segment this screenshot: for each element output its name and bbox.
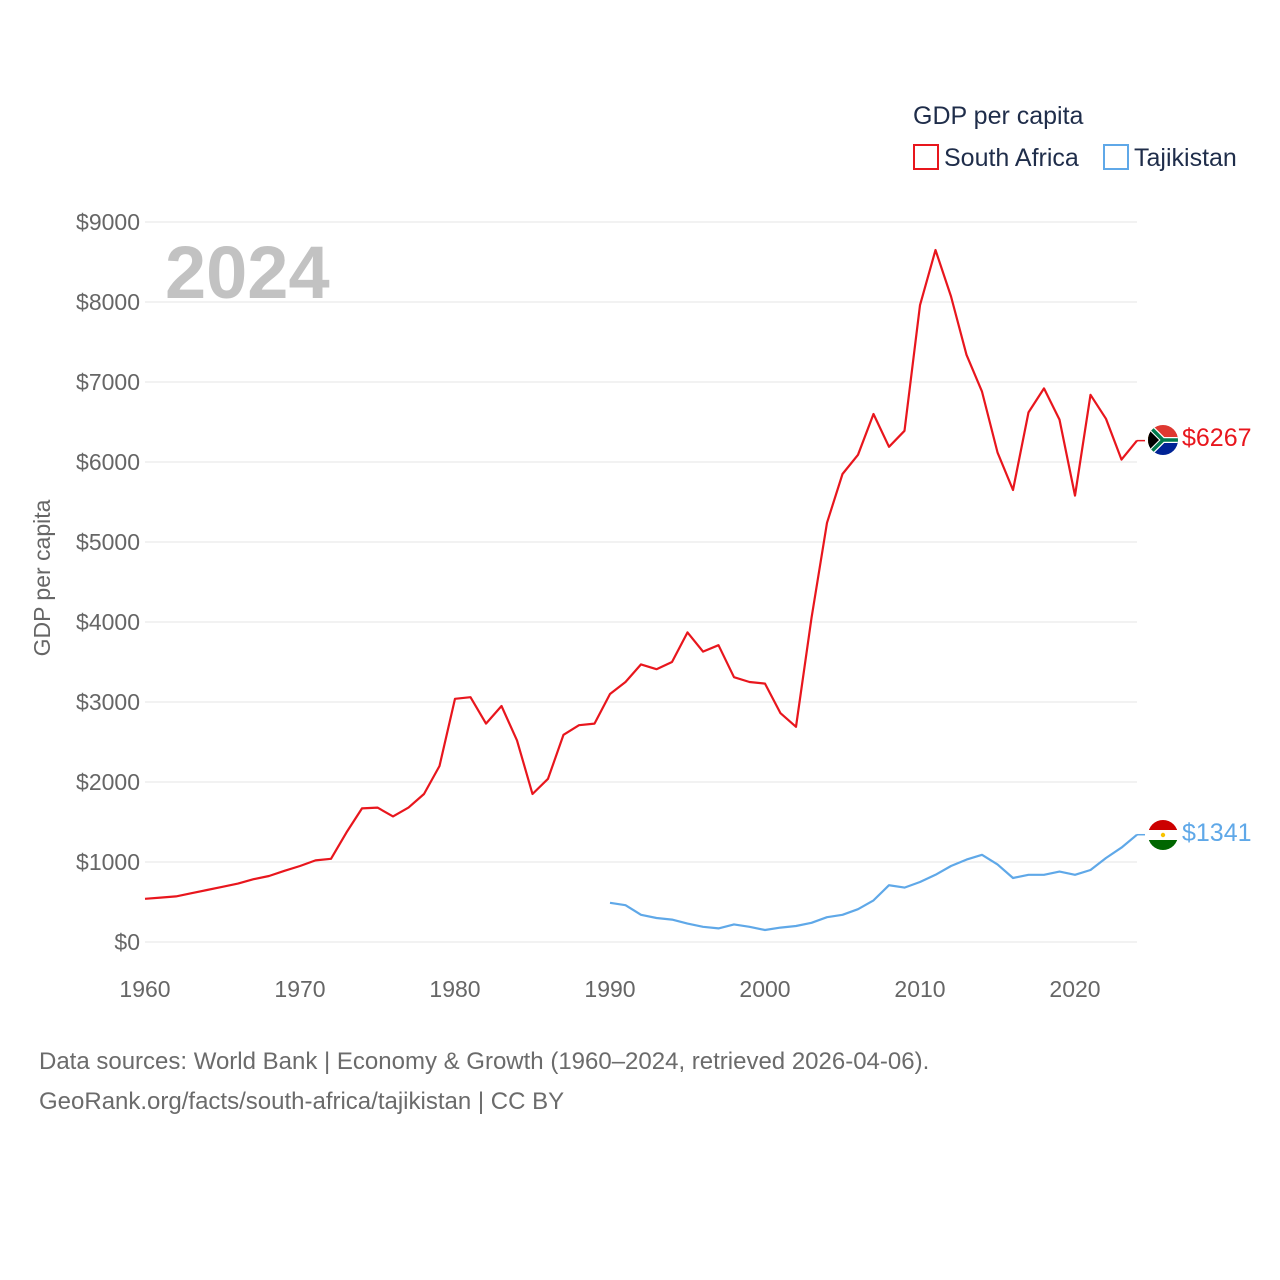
y-tick-label: $0 bbox=[114, 929, 140, 955]
legend-item-tajikistan[interactable]: Tajikistan bbox=[1103, 144, 1237, 172]
legend-title: GDP per capita bbox=[913, 102, 1084, 130]
y-tick-label: $5000 bbox=[76, 529, 140, 555]
x-tick-label: 1970 bbox=[274, 976, 325, 1002]
y-tick-label: $1000 bbox=[76, 849, 140, 875]
y-tick-label: $7000 bbox=[76, 369, 140, 395]
tajikistan-flag-icon bbox=[1148, 820, 1178, 850]
end-value-tajikistan: $1341 bbox=[1182, 819, 1252, 847]
attribution-text: GeoRank.org/facts/south-africa/tajikista… bbox=[39, 1088, 565, 1115]
year-label: 2024 bbox=[165, 231, 330, 314]
x-tick-label: 2010 bbox=[894, 976, 945, 1002]
x-tick-label: 2020 bbox=[1049, 976, 1100, 1002]
x-tick-label: 2000 bbox=[739, 976, 790, 1002]
x-tick-label: 1980 bbox=[429, 976, 480, 1002]
legend-label-south-africa: South Africa bbox=[944, 144, 1079, 172]
series-line-tajikistan[interactable] bbox=[609, 833, 1138, 932]
y-tick-label: $3000 bbox=[76, 689, 140, 715]
x-tick-label: 1990 bbox=[584, 976, 635, 1002]
y-tick-label: $9000 bbox=[76, 209, 140, 235]
x-tick-label: 1960 bbox=[119, 976, 170, 1002]
series-line-south-africa[interactable] bbox=[144, 248, 1138, 900]
x-axis-ticks: 1960 1970 1980 1990 2000 2010 2020 bbox=[119, 976, 1100, 1002]
south-africa-flag-icon bbox=[1148, 425, 1178, 455]
y-tick-label: $4000 bbox=[76, 609, 140, 635]
data-sources-text: Data sources: World Bank | Economy & Gro… bbox=[39, 1048, 930, 1075]
legend-item-south-africa[interactable]: South Africa bbox=[913, 144, 1079, 172]
gdp-line-chart: $0 $1000 $2000 $3000 $4000 $5000 $6000 $7000 $80… bbox=[29, 102, 1252, 1002]
legend: GDP per capita South Africa Tajikistan bbox=[913, 102, 1237, 172]
footer: Data sources: World Bank | Economy & Gro… bbox=[39, 1042, 1239, 1122]
legend-label-tajikistan: Tajikistan bbox=[1134, 144, 1237, 172]
y-axis-ticks: $0 $1000 $2000 $3000 $4000 $5000 $6000 $7000 $80… bbox=[76, 209, 140, 955]
y-tick-label: $6000 bbox=[76, 449, 140, 475]
y-tick-label: $8000 bbox=[76, 289, 140, 315]
legend-swatch-south-africa bbox=[913, 144, 939, 170]
y-axis-label: GDP per capita bbox=[29, 499, 55, 656]
end-value-south-africa: $6267 bbox=[1182, 424, 1252, 452]
grid-lines bbox=[145, 221, 1137, 943]
series-lines bbox=[144, 248, 1145, 932]
y-tick-label: $2000 bbox=[76, 769, 140, 795]
legend-swatch-tajikistan bbox=[1103, 144, 1129, 170]
